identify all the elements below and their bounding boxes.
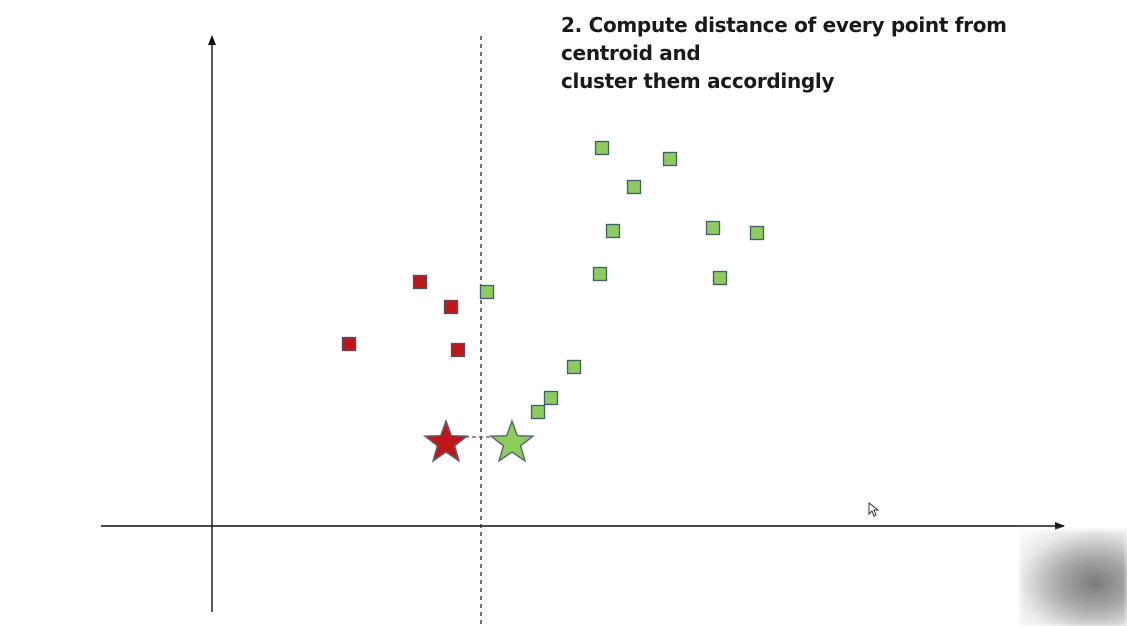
green-centroid-star <box>489 418 535 463</box>
green-data-point-1 <box>594 140 610 156</box>
red-centroid-star <box>423 418 469 463</box>
green-data-point-11 <box>543 390 559 406</box>
red-data-point-4 <box>450 342 466 358</box>
green-data-point-9 <box>479 284 495 300</box>
green-data-point-4 <box>605 223 621 239</box>
red-data-point-2 <box>443 299 459 315</box>
caption-line-1: 2. Compute distance of every point from … <box>561 13 1007 65</box>
red-data-point-3 <box>341 336 357 352</box>
blurred-corner-overlay <box>1020 530 1127 626</box>
green-data-point-3 <box>626 179 642 195</box>
red-data-point-1 <box>412 274 428 290</box>
green-data-point-10 <box>566 359 582 375</box>
red-cluster-points <box>341 274 466 358</box>
mouse-cursor-icon <box>868 501 880 517</box>
green-data-point-7 <box>592 266 608 282</box>
green-data-point-6 <box>749 225 765 241</box>
green-data-point-12 <box>530 404 546 420</box>
green-data-point-5 <box>705 220 721 236</box>
green-cluster-points <box>479 140 765 420</box>
green-data-point-8 <box>712 270 728 286</box>
green-data-point-2 <box>662 151 678 167</box>
slide-caption: 2. Compute distance of every point from … <box>561 11 1101 95</box>
caption-line-2: cluster them accordingly <box>561 69 835 93</box>
